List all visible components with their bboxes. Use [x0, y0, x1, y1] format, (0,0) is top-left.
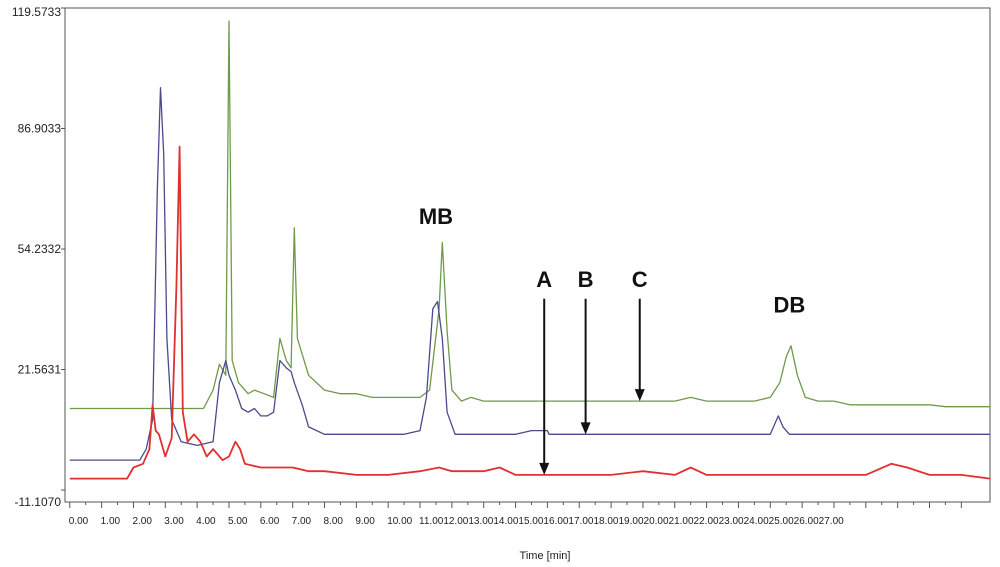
x-tick-label: 3.00	[164, 516, 184, 527]
y-tick-label: 119.5733	[12, 5, 61, 19]
x-tick-label: 5.00	[228, 516, 248, 527]
x-tick-label: 9.00	[355, 516, 375, 527]
x-tick-label: 1.00	[101, 516, 121, 527]
plot-frame	[64, 7, 991, 503]
x-tick-label: 10.00	[387, 516, 412, 527]
peak-label-mb: MB	[419, 204, 453, 229]
y-tick-label: 54.2332	[18, 242, 62, 256]
x-tick-label: 6.00	[260, 516, 280, 527]
y-tick-label: 86.9033	[18, 122, 62, 136]
peak-label-c: C	[632, 267, 648, 292]
series-line-1	[69, 20, 990, 410]
annotation-layer: MB A B C DB	[419, 204, 805, 475]
x-axis-ticks: 0.00 1.00 2.00 3.00 4.00 5.00 6.00 7.00 8.00 9.00…	[69, 502, 962, 527]
peak-label-a: A	[536, 267, 552, 292]
x-axis-label: Time [min]	[520, 550, 571, 562]
arrow-head-b	[580, 422, 591, 435]
y-axis-ticks: 119.5733 86.9033 54.2332 21.5631 -11.1070	[12, 5, 65, 509]
x-tick-label: 4.00	[196, 516, 216, 527]
y-tick-label: -11.1070	[15, 495, 62, 509]
series-layer	[69, 20, 991, 480]
arrow-head-c	[634, 389, 645, 402]
series-line-3	[69, 145, 991, 480]
x-tick-label: 2.00	[132, 516, 152, 527]
x-tick-label: 0.00	[69, 516, 89, 527]
arrow-head-a	[539, 462, 550, 475]
peak-label-db: DB	[774, 293, 806, 318]
y-tick-label: 21.5631	[18, 363, 62, 377]
x-tick-label: 8.00	[324, 516, 344, 527]
x-tick-label: 7.00	[292, 516, 312, 527]
series-line-2	[69, 86, 990, 461]
x-tick-label: 11.0012.0013.0014.0015.0016.0017.0018.00…	[419, 516, 844, 527]
peak-label-b: B	[578, 267, 594, 292]
